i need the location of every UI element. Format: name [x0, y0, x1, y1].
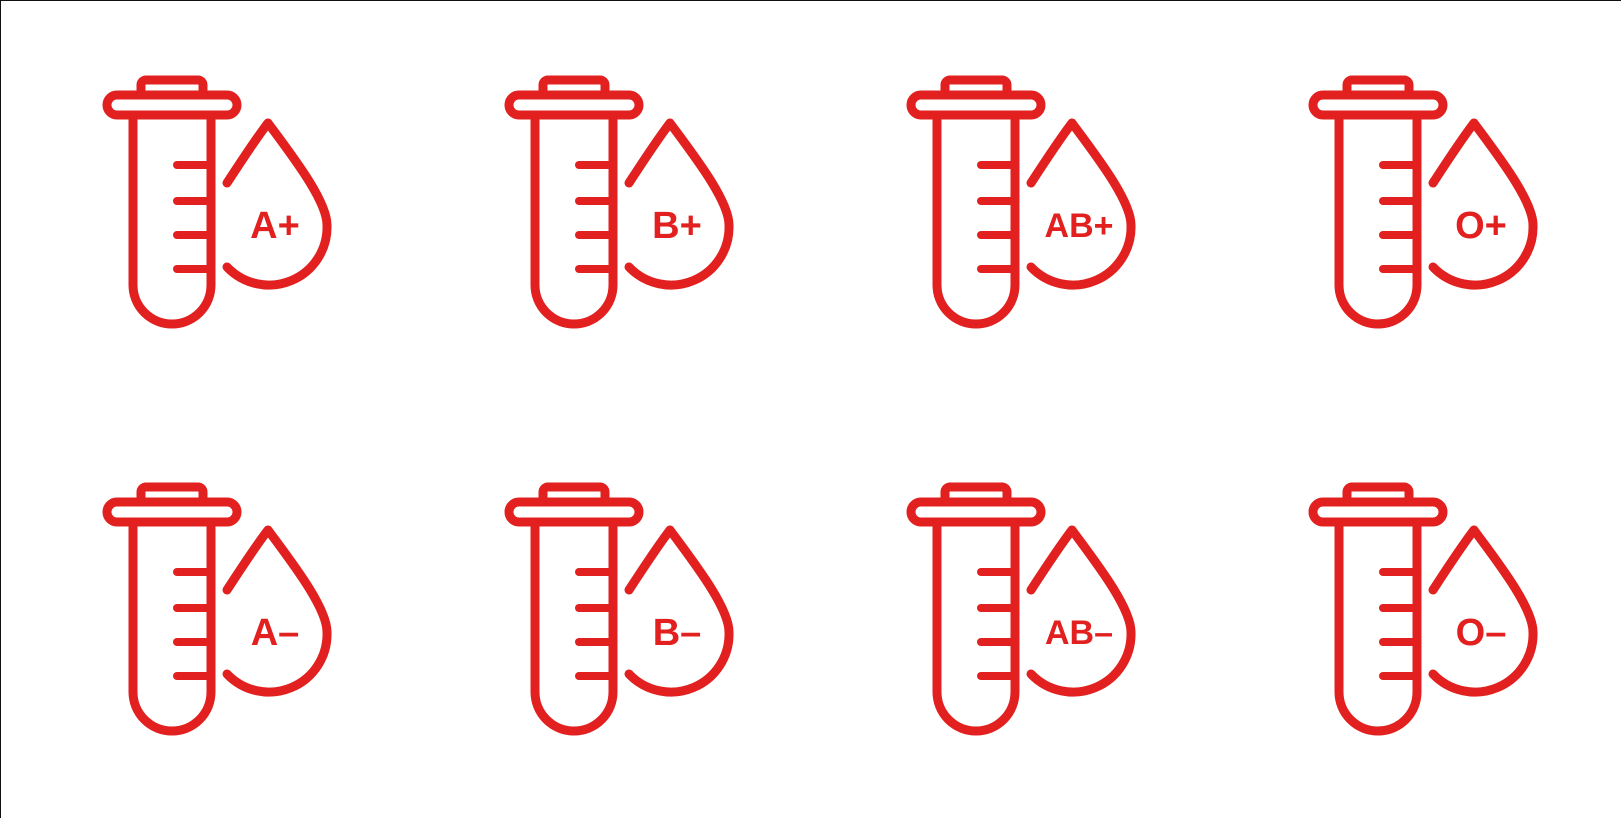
blood-type-label: B– [652, 612, 702, 654]
tube-body [530, 517, 618, 736]
test-tube-blood-drop-icon [504, 75, 734, 329]
tube-cap [1308, 90, 1448, 120]
tube-body [128, 517, 216, 736]
tube-cap-top [136, 75, 208, 100]
tube-cap-top [940, 482, 1012, 507]
blood-type-label: O+ [1455, 205, 1507, 247]
tube-cap [504, 90, 644, 120]
blood-drop-outline [222, 118, 332, 290]
test-tube-blood-drop-icon [1308, 482, 1538, 736]
test-tube-blood-drop-icon [906, 482, 1136, 736]
blood-type-label: AB– [1044, 614, 1114, 652]
tube-body [1334, 517, 1422, 736]
test-tube-blood-drop-icon [504, 482, 734, 736]
tube-cap-top [940, 75, 1012, 100]
tube-cap [102, 497, 242, 527]
tube-cap-top [538, 75, 610, 100]
blood-type-label: AB+ [1044, 207, 1114, 245]
blood-type-ab-negative-icon: AB– [906, 482, 1169, 772]
tube-body [530, 110, 618, 329]
tube-cap-top [136, 482, 208, 507]
tube-cap [906, 497, 1046, 527]
blood-drop-outline [624, 525, 734, 697]
tube-cap [906, 90, 1046, 120]
blood-drop-outline [1026, 525, 1136, 697]
tube-cap [102, 90, 242, 120]
tube-cap [504, 497, 644, 527]
blood-type-a-positive-icon: A+ [102, 75, 365, 365]
blood-type-o-positive-icon: O+ [1308, 75, 1571, 365]
blood-drop-outline [1026, 118, 1136, 290]
test-tube-blood-drop-icon [102, 482, 332, 736]
blood-drop-outline [222, 525, 332, 697]
tube-body [128, 110, 216, 329]
blood-type-label: A– [250, 612, 300, 654]
blood-type-b-negative-icon: B– [504, 482, 767, 772]
blood-type-label: B+ [652, 205, 702, 247]
tube-cap-top [1342, 75, 1414, 100]
test-tube-blood-drop-icon [906, 75, 1136, 329]
tube-body [932, 110, 1020, 329]
test-tube-blood-drop-icon [1308, 75, 1538, 329]
blood-drop-outline [1428, 525, 1538, 697]
blood-type-a-negative-icon: A– [102, 482, 365, 772]
tube-cap [1308, 497, 1448, 527]
tube-body [932, 517, 1020, 736]
blood-type-label: O– [1455, 612, 1507, 654]
blood-type-ab-positive-icon: AB+ [906, 75, 1169, 365]
blood-type-label: A+ [250, 205, 300, 247]
blood-drop-outline [1428, 118, 1538, 290]
tube-body [1334, 110, 1422, 329]
blood-type-o-negative-icon: O– [1308, 482, 1571, 772]
tube-cap-top [1342, 482, 1414, 507]
test-tube-blood-drop-icon [102, 75, 332, 329]
blood-drop-outline [624, 118, 734, 290]
blood-type-b-positive-icon: B+ [504, 75, 767, 365]
tube-cap-top [538, 482, 610, 507]
